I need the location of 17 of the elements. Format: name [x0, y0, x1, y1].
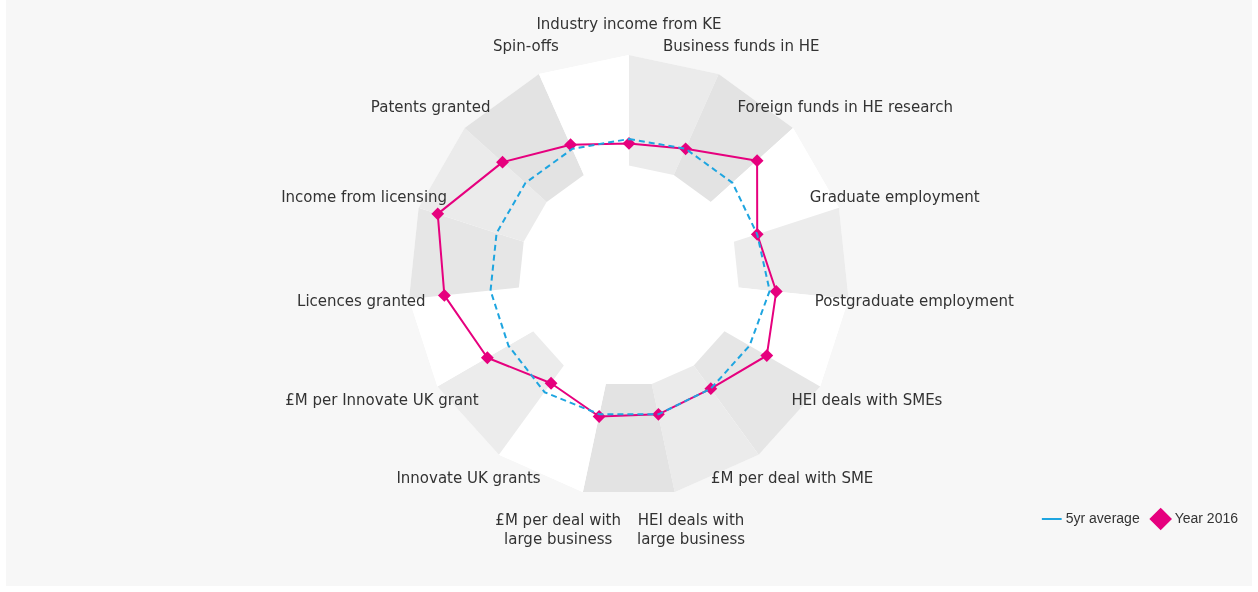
legend-label: Year 2016 — [1174, 509, 1239, 526]
spoke-label: Patents granted — [370, 98, 491, 117]
spoke-label: Industry income from KE — [536, 15, 722, 34]
spoke-label: £M per Innovate UK grant — [285, 391, 479, 410]
spoke-label: Foreign funds in HE research — [737, 98, 953, 117]
spoke-label: £M per deal with large business — [495, 510, 621, 548]
spoke-label: Innovate UK grants — [396, 468, 541, 487]
spoke-label: Business funds in HE — [663, 37, 820, 56]
spoke-label: Spin-offs — [493, 37, 559, 56]
spoke-label: HEI deals with SMEs — [791, 391, 943, 410]
spoke-label: £M per deal with SME — [710, 468, 874, 487]
spoke-label: Licences granted — [297, 292, 426, 311]
spoke-label: Income from licensing — [281, 188, 448, 207]
spoke-label: Graduate employment — [809, 188, 980, 207]
legend-label: 5yr average — [1065, 509, 1140, 526]
spoke-label: HEI deals with large business — [636, 510, 746, 548]
spoke-label: Postgraduate employment — [814, 292, 1014, 311]
